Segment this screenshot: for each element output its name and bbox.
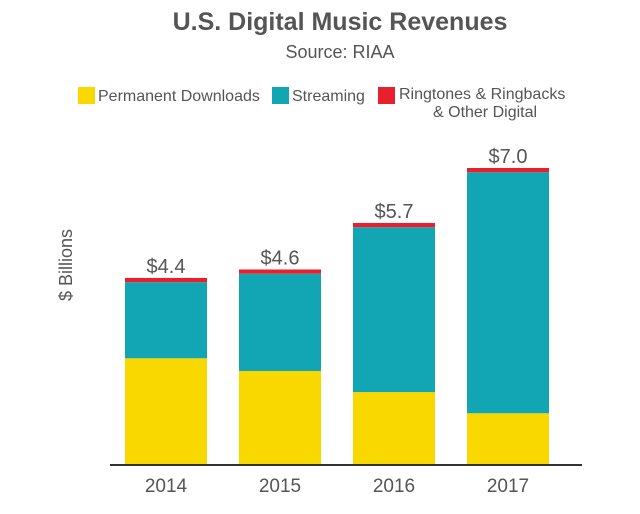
total-label-2017: $7.0 [489,146,528,168]
bar-ringtones-2015 [239,269,321,274]
y-axis-label: $ Billions [56,229,76,301]
chart-title: U.S. Digital Music Revenues [173,8,508,36]
legend-label-ringtones-line2: & Other Digital [433,104,537,121]
bar-ringtones-2014 [125,277,207,283]
total-label-2015: $4.6 [261,247,300,269]
chart-subtitle: Source: RIAA [285,42,394,62]
legend-label-streaming: Streaming [292,88,365,105]
x-tick-labels: 2014 2015 2016 2017 [145,476,529,497]
x-tick-label-2014: 2014 [145,476,188,497]
bar-streaming-2014 [125,282,207,359]
bar-downloads-2016 [353,392,435,464]
bar-downloads-2015 [239,370,321,464]
total-label-2014: $4.4 [147,256,186,278]
legend-label-downloads: Permanent Downloads [98,88,260,105]
bar-streaming-2015 [239,273,321,371]
x-tick-label-2017: 2017 [487,476,529,497]
bar-ringtones-2016 [353,222,435,228]
bar-downloads-2017 [467,413,549,464]
total-label-2016: $5.7 [375,201,414,223]
legend: Permanent Downloads Streaming Ringtones … [78,86,565,121]
x-tick-label-2015: 2015 [259,476,301,497]
bar-ringtones-2017 [467,168,549,173]
bars-group: $4.4 $4.6 $5.7 $7.0 [125,146,549,464]
legend-swatch-streaming [272,87,289,104]
x-tick-label-2016: 2016 [373,476,415,497]
bar-downloads-2014 [125,358,207,464]
legend-label-ringtones-line1: Ringtones & Ringbacks [399,86,565,103]
bar-streaming-2016 [353,227,435,393]
legend-swatch-ringtones [378,87,395,104]
legend-swatch-downloads [78,87,95,104]
bar-streaming-2017 [467,172,549,414]
